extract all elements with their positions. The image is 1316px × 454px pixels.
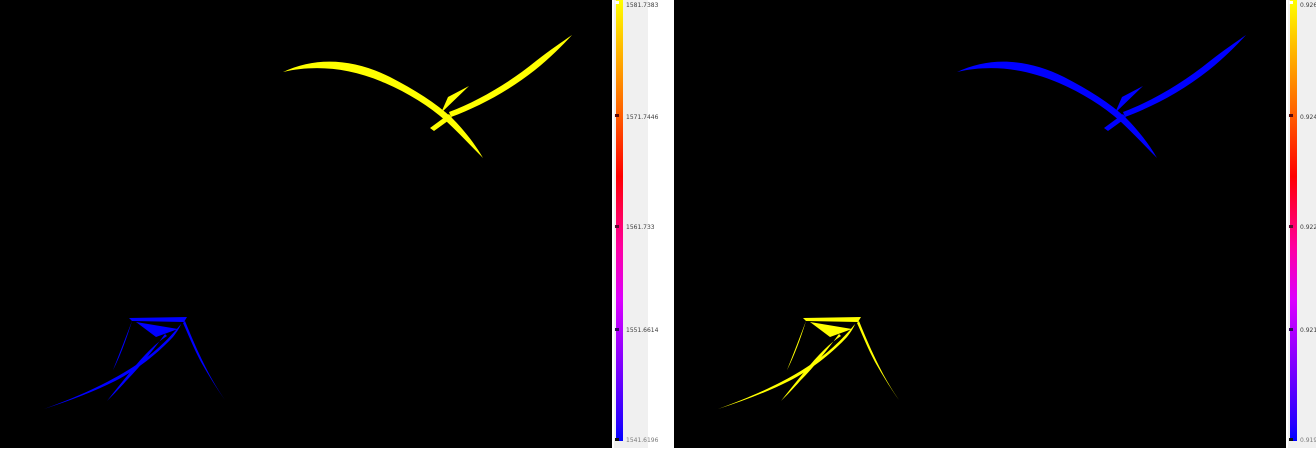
colorbar-tick — [1289, 114, 1293, 117]
colorbar-tick — [1289, 438, 1293, 441]
plot-area-right — [674, 0, 1286, 448]
colorbar-tick-label: 1561.733 — [626, 224, 655, 231]
colorbar-gutter-left: 1581.7383 1571.7446 1561.733 1551.6614 1… — [612, 0, 658, 448]
colorbar-tick-label: 0.9248 — [1300, 114, 1316, 121]
colorbar-tick-label: 0.9267 — [1300, 2, 1316, 9]
colorbar-tick — [1289, 1, 1293, 4]
panel-right: 0.9267 0.9248 0.9229 0.921 0.9191 — [674, 0, 1316, 448]
colorbar-tick-label: 0.9229 — [1300, 224, 1316, 231]
colorbar-tick — [615, 328, 619, 331]
upper-swoosh-streak — [283, 35, 572, 159]
lower-branch-streak — [718, 317, 899, 409]
colorbar-left — [616, 0, 623, 441]
colorbar-tick-label: 1541.6196 — [626, 437, 659, 444]
plot-area-left — [0, 0, 612, 448]
panel-left: 1581.7383 1571.7446 1561.733 1551.6614 1… — [0, 0, 658, 448]
colorbar-tick — [615, 1, 619, 4]
colorbar-right — [1290, 0, 1297, 441]
lower-branch-streak — [44, 317, 225, 409]
colorbar-tick — [615, 114, 619, 117]
colorbar-tick-label: 0.921 — [1300, 327, 1316, 334]
colorbar-tick — [1289, 225, 1293, 228]
streak-plot-right — [718, 35, 1246, 409]
colorbar-tick-label: 1571.7446 — [626, 114, 659, 121]
colorbar-tick — [1289, 328, 1293, 331]
colorbar-tick-label: 1581.7383 — [626, 2, 659, 9]
colorbar-tick — [615, 225, 619, 228]
upper-swoosh-streak — [957, 35, 1246, 159]
colorbar-tick — [615, 438, 619, 441]
colorbar-gutter-right: 0.9267 0.9248 0.9229 0.921 0.9191 — [1286, 0, 1316, 448]
colorbar-tick-label: 1551.6614 — [626, 327, 659, 334]
colorbar-tick-label: 0.9191 — [1300, 437, 1316, 444]
streak-plot-left — [44, 35, 572, 409]
